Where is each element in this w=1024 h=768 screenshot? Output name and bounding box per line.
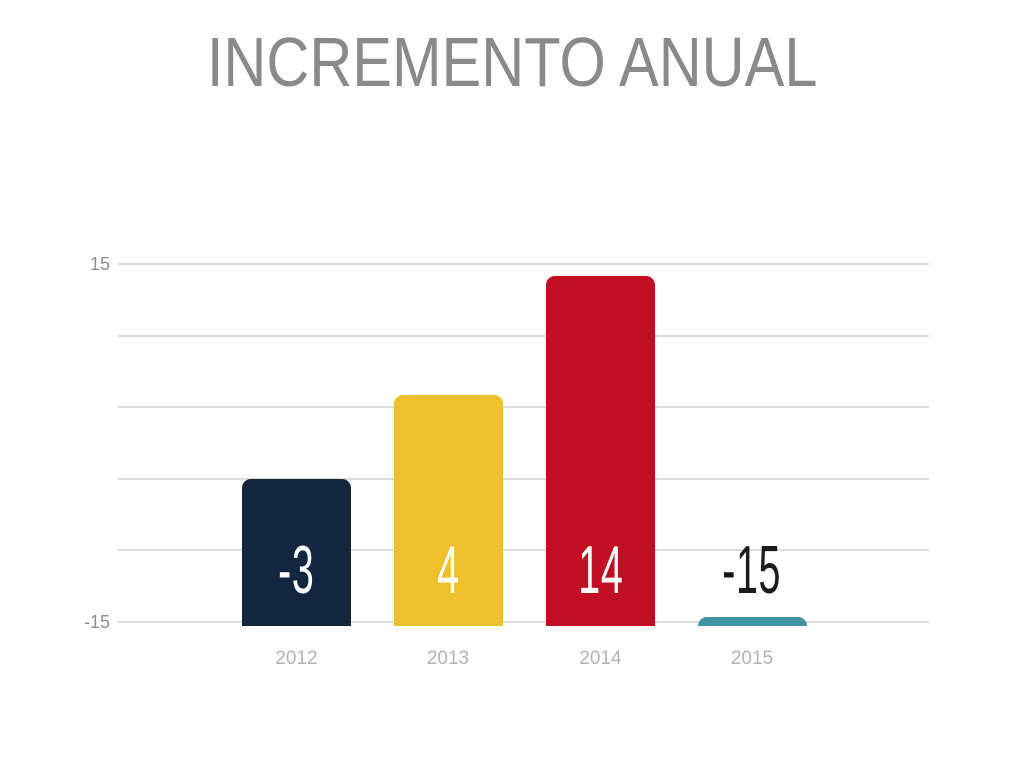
- y-axis-tick-label: -15: [83, 612, 110, 632]
- gridline: [118, 406, 929, 409]
- x-axis-category-label: 2015: [730, 648, 774, 669]
- gridline: [118, 621, 929, 623]
- gridline: [118, 334, 929, 337]
- gridline: [118, 263, 929, 265]
- bar-value-label: -15: [677, 532, 827, 608]
- x-axis-category-label: 2012: [275, 648, 318, 669]
- bar-2014: [546, 275, 655, 626]
- chart-title-text: INCREMENTO ANUAL: [206, 23, 818, 101]
- bar-value-text: -3: [278, 532, 315, 608]
- x-axis-category-label: 2013: [426, 648, 470, 669]
- bar-2015: [697, 617, 807, 626]
- chart-title: INCREMENTO ANUAL: [0, 27, 1024, 97]
- bar-2012: [242, 478, 351, 626]
- bar-value-label: 14: [526, 532, 676, 608]
- bar-value-text: 4: [436, 532, 460, 608]
- bar-value-label: -3: [222, 532, 372, 608]
- bar-value-label: 4: [373, 532, 523, 608]
- gridline: [118, 549, 929, 552]
- bar-2013: [393, 395, 503, 626]
- bar-value-text: 14: [577, 532, 624, 608]
- bar-value-text: -15: [722, 532, 782, 608]
- x-axis-category-label: 2014: [579, 648, 622, 669]
- gridline: [118, 477, 929, 480]
- y-axis-tick-label: 15: [89, 254, 110, 274]
